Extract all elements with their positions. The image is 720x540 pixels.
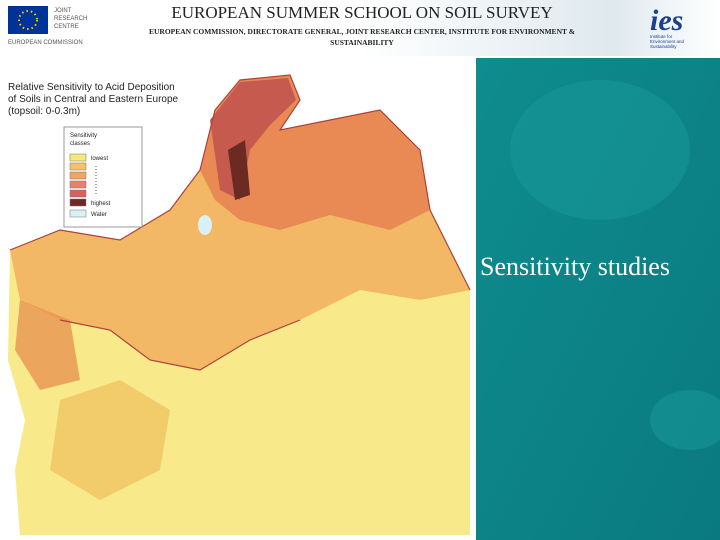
- ies-caption: Sustainability: [650, 44, 677, 49]
- sensitivity-map: Relative Sensitivity to Acid Deposition …: [4, 66, 474, 540]
- legend-label: highest: [91, 201, 111, 207]
- legend-swatch: [69, 209, 87, 218]
- header-subtitle: SUSTAINABILITY: [330, 38, 394, 47]
- legend-swatch: [69, 162, 87, 171]
- header-title: EUROPEAN SUMMER SCHOOL ON SOIL SURVEY: [171, 3, 552, 22]
- map-title: of Soils in Central and Eastern Europe: [8, 94, 179, 105]
- map-title: Relative Sensitivity to Acid Deposition: [8, 82, 175, 93]
- ec-logo-text: EUROPEAN COMMISSION: [8, 40, 83, 46]
- ies-logo: ies: [650, 4, 683, 37]
- map-water: [198, 215, 212, 235]
- legend-swatch: [69, 180, 87, 189]
- jrc-logo-text: JOINT: [54, 8, 72, 14]
- ies-caption: Institute for: [650, 34, 673, 39]
- legend-swatch: [69, 153, 87, 162]
- jrc-logo-text: RESEARCH: [54, 16, 87, 22]
- legend-swatch: [69, 171, 87, 180]
- slide-title: Sensitivity studies: [480, 252, 670, 281]
- legend-label: Water: [91, 212, 107, 218]
- panel-decor: [650, 390, 720, 450]
- ies-caption: Environment and: [650, 39, 685, 44]
- map-borders: [9, 74, 471, 371]
- legend-swatch: [69, 189, 87, 198]
- header-subtitle: EUROPEAN COMMISSION, DIRECTORATE GENERAL…: [149, 27, 575, 36]
- eu-stars: [18, 10, 38, 30]
- legend-title: classes: [70, 141, 90, 147]
- legend-title: Sensitivity: [70, 133, 97, 139]
- jrc-logo-text: CENTRE: [54, 24, 79, 30]
- panel-decor: [510, 80, 690, 220]
- map-zone-darkest: [228, 140, 250, 200]
- map-zone-high: [15, 300, 80, 390]
- legend-swatch: [69, 198, 87, 207]
- map-zone-medium: [50, 380, 170, 500]
- legend-label: lowest: [91, 156, 108, 162]
- map-title: (topsoil: 0-0.3m): [8, 106, 80, 117]
- header-band: [0, 0, 720, 56]
